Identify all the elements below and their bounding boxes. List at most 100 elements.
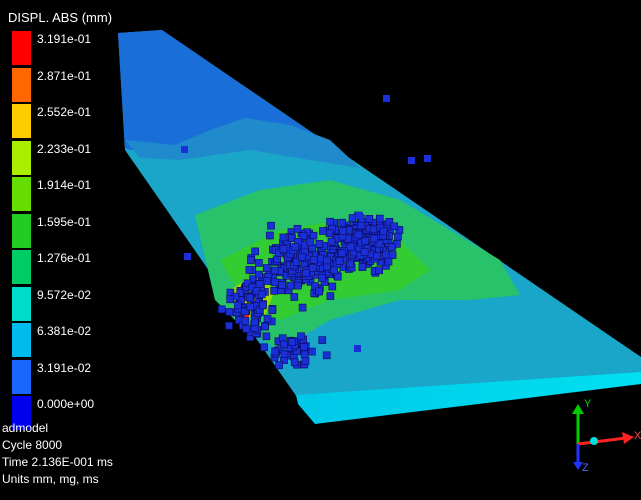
debris-particle bbox=[245, 266, 254, 274]
triad-y-label: Y bbox=[584, 398, 592, 410]
debris-particle bbox=[267, 221, 275, 230]
debris-particle bbox=[266, 231, 274, 240]
debris-particle bbox=[309, 256, 318, 264]
debris-particle bbox=[379, 227, 388, 236]
legend-label: 2.871e-01 bbox=[37, 68, 92, 83]
legend-label: 2.552e-01 bbox=[37, 105, 92, 119]
debris-particle bbox=[337, 249, 346, 257]
debris-particle bbox=[317, 254, 325, 263]
debris-particle bbox=[408, 157, 415, 164]
debris-particle bbox=[323, 256, 332, 265]
debris-particle bbox=[217, 305, 226, 314]
debris-particle bbox=[354, 345, 361, 352]
legend-swatch bbox=[11, 30, 32, 66]
debris-particle bbox=[290, 293, 299, 301]
legend-label: 6.381e-02 bbox=[37, 324, 92, 338]
legend-label: 1.595e-01 bbox=[37, 214, 92, 229]
debris-particle bbox=[258, 301, 267, 310]
debris-particle bbox=[279, 340, 288, 349]
debris-particle bbox=[279, 233, 288, 242]
debris-particle bbox=[291, 243, 300, 251]
debris-particle bbox=[301, 268, 310, 277]
debris-particle bbox=[328, 282, 337, 291]
debris-particle bbox=[279, 245, 288, 253]
debris-particle bbox=[298, 303, 307, 312]
debris-particle bbox=[394, 232, 402, 241]
wing-leading-edge bbox=[296, 372, 641, 424]
debris-particle bbox=[384, 257, 393, 266]
debris-particle bbox=[333, 272, 342, 281]
axis-triad-icon: X Y Z bbox=[560, 398, 641, 478]
debris-particle bbox=[255, 280, 264, 288]
debris-particle bbox=[318, 274, 326, 282]
debris-particle bbox=[255, 270, 263, 279]
tip-mid-blue-region bbox=[125, 118, 360, 168]
debris-particle bbox=[370, 234, 378, 243]
debris-particle bbox=[181, 146, 188, 153]
debris-particle bbox=[387, 243, 396, 252]
legend-swatch bbox=[11, 322, 32, 358]
legend-label: 2.233e-01 bbox=[37, 141, 92, 156]
debris-particle bbox=[385, 218, 394, 226]
debris-particle bbox=[251, 247, 259, 256]
debris-particle bbox=[298, 253, 306, 261]
debris-particle bbox=[263, 314, 272, 323]
model-name: admodel bbox=[2, 421, 49, 435]
cycle-count: Cycle 8000 bbox=[2, 438, 63, 452]
debris-particle bbox=[251, 318, 259, 327]
debris-particle bbox=[271, 347, 279, 356]
debris-particle bbox=[338, 218, 347, 227]
legend-swatch bbox=[11, 176, 32, 212]
debris-particle bbox=[390, 222, 399, 231]
debris-particle bbox=[292, 257, 301, 266]
debris-particle bbox=[270, 266, 279, 275]
debris-particle bbox=[261, 322, 269, 331]
triad-z-label: Z bbox=[582, 462, 589, 474]
debris-particle bbox=[226, 295, 234, 304]
debris-particle bbox=[293, 281, 302, 290]
debris-particle-cloud bbox=[181, 95, 431, 370]
debris-particle bbox=[306, 238, 315, 247]
debris-particle bbox=[241, 307, 249, 316]
debris-particle bbox=[257, 290, 266, 299]
debris-particle bbox=[365, 215, 374, 223]
debris-particle bbox=[301, 357, 310, 365]
legend-label: 3.191e-01 bbox=[37, 32, 92, 46]
debris-particle bbox=[357, 221, 366, 230]
debris-particle bbox=[360, 248, 369, 256]
debris-particle bbox=[268, 306, 277, 315]
debris-particle bbox=[383, 95, 390, 102]
legend-label: 1.914e-01 bbox=[37, 178, 92, 192]
debris-particle bbox=[354, 230, 363, 239]
debris-particle bbox=[358, 263, 367, 272]
legend-swatch bbox=[11, 395, 32, 431]
debris-particle bbox=[300, 350, 309, 359]
debris-particle bbox=[263, 277, 272, 285]
legend-swatch bbox=[11, 285, 32, 322]
debris-particle bbox=[184, 253, 191, 260]
legend-swatch bbox=[11, 358, 32, 395]
debris-particle bbox=[275, 361, 283, 370]
debris-particle bbox=[356, 212, 363, 219]
debris-particle bbox=[424, 155, 431, 162]
debris-particle bbox=[346, 259, 355, 268]
debris-particle bbox=[280, 350, 289, 358]
debris-particle bbox=[255, 259, 263, 267]
debris-particle bbox=[242, 325, 251, 333]
debris-particle bbox=[299, 232, 308, 240]
legend-swatch bbox=[11, 103, 32, 139]
legend-label: 9.572e-02 bbox=[37, 287, 92, 302]
debris-particle bbox=[225, 308, 234, 316]
debris-particle bbox=[293, 225, 302, 233]
debris-particle bbox=[330, 266, 338, 275]
debris-particle bbox=[225, 321, 233, 330]
debris-particle bbox=[241, 317, 250, 325]
legend-swatch bbox=[11, 249, 32, 285]
debris-particle bbox=[300, 343, 308, 351]
debris-particle bbox=[327, 237, 336, 246]
legend-swatch bbox=[11, 66, 32, 103]
debris-particle bbox=[290, 358, 299, 367]
units-value: Units mm, mg, ms bbox=[2, 472, 99, 486]
